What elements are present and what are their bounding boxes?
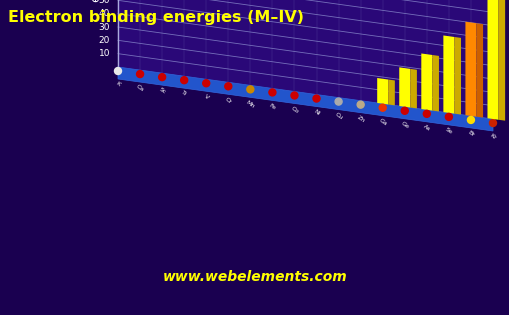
Text: www.webelements.com: www.webelements.com	[162, 270, 347, 284]
Circle shape	[115, 67, 121, 75]
Circle shape	[467, 117, 473, 123]
Text: Cu: Cu	[333, 112, 343, 121]
Text: Ti: Ti	[180, 90, 187, 97]
Text: As: As	[421, 124, 431, 132]
Circle shape	[489, 119, 496, 127]
Circle shape	[136, 71, 143, 77]
Polygon shape	[497, 0, 504, 121]
Text: Kr: Kr	[488, 133, 496, 141]
Polygon shape	[465, 22, 482, 24]
Circle shape	[356, 101, 363, 108]
Text: 50: 50	[98, 0, 110, 5]
Text: V: V	[203, 93, 209, 100]
Polygon shape	[475, 23, 482, 117]
Polygon shape	[420, 54, 432, 111]
Polygon shape	[454, 37, 460, 115]
Polygon shape	[377, 78, 387, 105]
Polygon shape	[487, 0, 497, 120]
Text: Ni: Ni	[312, 109, 320, 116]
Circle shape	[268, 89, 275, 96]
Text: Ga: Ga	[377, 118, 387, 127]
Text: Ge: Ge	[399, 121, 409, 130]
Text: Br: Br	[466, 130, 474, 138]
Circle shape	[422, 110, 430, 117]
Circle shape	[313, 95, 320, 102]
Text: eV: eV	[89, 0, 102, 2]
Text: Ca: Ca	[135, 84, 145, 93]
Text: Fe: Fe	[268, 102, 276, 111]
Text: 20: 20	[98, 36, 110, 45]
Text: 10: 10	[98, 49, 110, 58]
Polygon shape	[118, 0, 492, 119]
Text: Mn: Mn	[245, 99, 255, 109]
Circle shape	[444, 113, 451, 120]
Text: Co: Co	[289, 106, 299, 114]
Circle shape	[291, 92, 297, 99]
Text: Electron binding energies (M–IV): Electron binding energies (M–IV)	[8, 10, 303, 25]
Text: K: K	[115, 81, 121, 88]
Polygon shape	[465, 22, 475, 117]
Circle shape	[379, 104, 385, 111]
Polygon shape	[442, 36, 454, 114]
Polygon shape	[118, 67, 492, 131]
Circle shape	[334, 98, 342, 105]
Polygon shape	[409, 69, 416, 108]
Text: Zn: Zn	[355, 115, 365, 123]
Polygon shape	[377, 78, 394, 80]
Circle shape	[224, 83, 231, 90]
Circle shape	[203, 80, 209, 87]
Text: Se: Se	[443, 127, 453, 135]
Polygon shape	[399, 67, 416, 70]
Polygon shape	[432, 55, 438, 112]
Circle shape	[246, 86, 253, 93]
Text: 40: 40	[98, 9, 110, 18]
Polygon shape	[442, 36, 460, 38]
Text: Cr: Cr	[223, 96, 232, 104]
Polygon shape	[387, 79, 394, 106]
Polygon shape	[399, 67, 409, 107]
Text: Sc: Sc	[157, 87, 166, 95]
Circle shape	[158, 74, 165, 81]
Text: 30: 30	[98, 22, 110, 32]
Circle shape	[401, 107, 408, 114]
Polygon shape	[420, 54, 438, 56]
Circle shape	[180, 77, 187, 84]
